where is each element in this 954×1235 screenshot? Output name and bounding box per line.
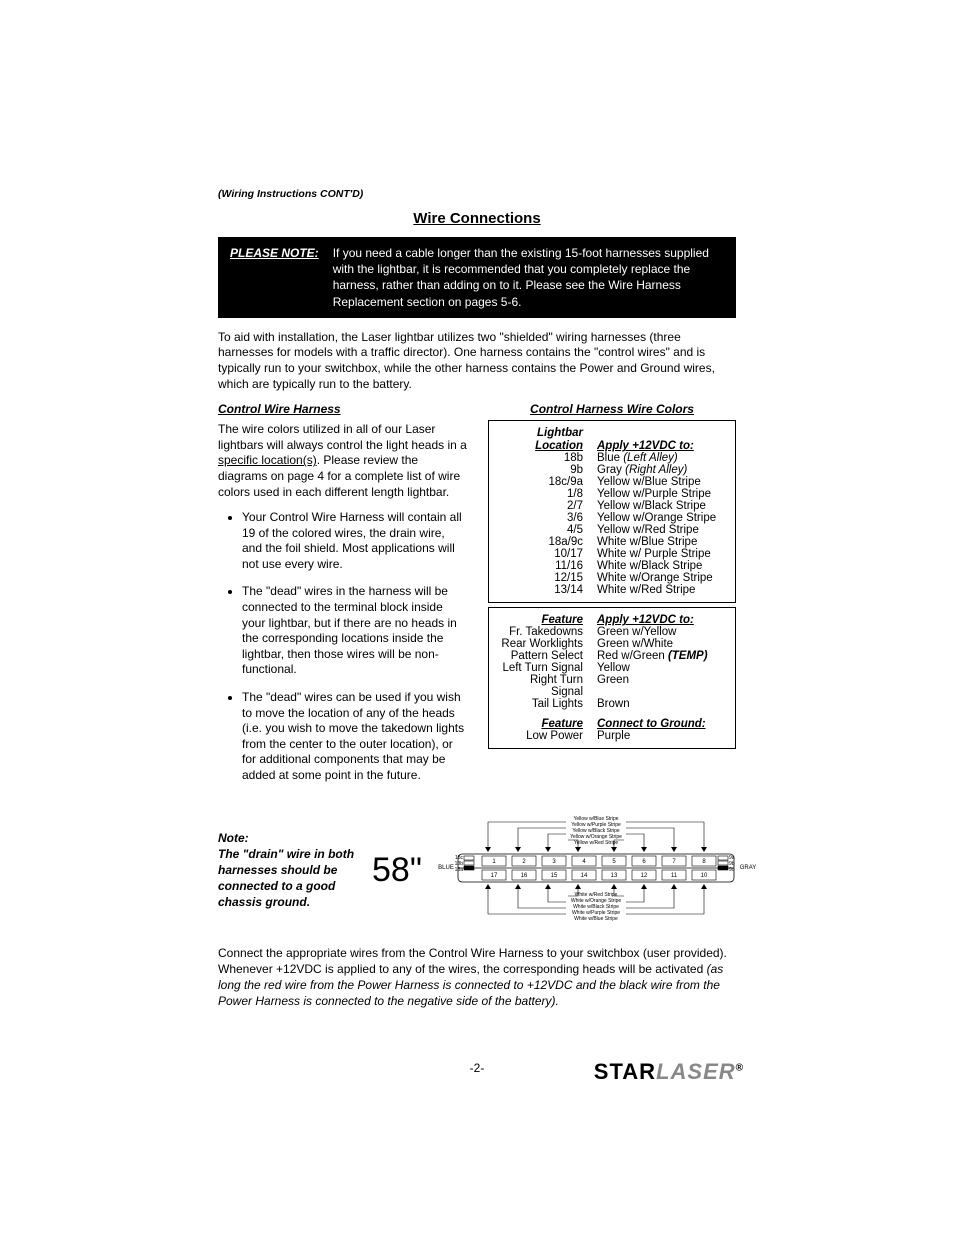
table-row: 4/5Yellow w/Red Stripe <box>497 524 727 536</box>
table-row: 13/14White w/Red Stripe <box>497 584 727 596</box>
svg-text:10: 10 <box>701 873 708 879</box>
wire-colors-heading: Control Harness Wire Colors <box>488 402 736 416</box>
length-label: 58" <box>372 851 422 890</box>
table-row: 12/15White w/Orange Stripe <box>497 572 727 584</box>
table-row: 11/16White w/Black Stripe <box>497 560 727 572</box>
table-row: 10/17White w/ Purple Stripe <box>497 548 727 560</box>
page-number: -2- <box>0 1061 954 1075</box>
page: (Wiring Instructions CONT'D) Wire Connec… <box>218 188 736 1009</box>
svg-text:11: 11 <box>671 873 678 879</box>
table-row: 18bBlue (Left Alley) <box>497 452 727 464</box>
table-row: 9bGray (Right Alley) <box>497 464 727 476</box>
table-row: Rear WorklightsGreen w/White <box>497 638 727 650</box>
note-text: If you need a cable longer than the exis… <box>333 245 724 310</box>
left-column: Control Wire Harness The wire colors uti… <box>218 402 468 795</box>
table-row: 18c/9aYellow w/Blue Stripe <box>497 476 727 488</box>
drain-note: Note:The "drain" wire in both harnesses … <box>218 830 358 911</box>
feature-table: Feature Apply +12VDC to: Fr. TakedownsGr… <box>488 607 736 749</box>
page-title: Wire Connections <box>218 210 736 227</box>
diagram-row: Note:The "drain" wire in both harnesses … <box>218 814 736 927</box>
right-column: Control Harness Wire Colors Lightbar Loc… <box>488 402 736 795</box>
table-row: Pattern SelectRed w/Green (TEMP) <box>497 650 727 662</box>
table-header: Apply +12VDC to: <box>597 614 694 626</box>
svg-text:17: 17 <box>491 873 498 879</box>
svg-text:12: 12 <box>641 873 648 879</box>
table-header: Apply +12VDC to: <box>597 440 694 452</box>
table-row: Left Turn SignalYellow <box>497 662 727 674</box>
table-row: Right Turn SignalGreen <box>497 674 727 698</box>
table-header: Feature <box>541 614 583 626</box>
table-row: 2/7Yellow w/Black Stripe <box>497 500 727 512</box>
table-header: Lightbar Location <box>497 427 597 452</box>
table-row: 3/6Yellow w/Orange Stripe <box>497 512 727 524</box>
continuation-label: (Wiring Instructions CONT'D) <box>218 188 736 200</box>
svg-text:Yellow w/Red Stripe: Yellow w/Red Stripe <box>574 840 619 846</box>
intro-paragraph: To aid with installation, the Laser ligh… <box>218 330 736 392</box>
left-paragraph: The wire colors utilized in all of our L… <box>218 422 468 500</box>
svg-text:16: 16 <box>521 873 528 879</box>
svg-text:GRAY: GRAY <box>740 865 756 871</box>
svg-text:14: 14 <box>581 873 588 879</box>
table-row: 18a/9cWhite w/Blue Stripe <box>497 536 727 548</box>
note-label: PLEASE NOTE: <box>230 245 319 310</box>
table-row: Tail LightsBrown <box>497 698 727 710</box>
control-wire-heading: Control Wire Harness <box>218 402 468 416</box>
table-header: Feature <box>541 718 583 730</box>
list-item: The "dead" wires can be used if you wish… <box>242 690 468 784</box>
table-row: 1/8Yellow w/Purple Stripe <box>497 488 727 500</box>
lightbar-diagram: Yellow w/Blue Stripe Yellow w/Purple Str… <box>436 814 756 927</box>
svg-text:13: 13 <box>611 873 618 879</box>
svg-text:9c: 9c <box>729 867 735 873</box>
list-item: The "dead" wires in the harness will be … <box>242 584 468 678</box>
location-table: Lightbar Location Apply +12VDC to: 18bBl… <box>488 420 736 603</box>
svg-text:White w/Blue Stripe: White w/Blue Stripe <box>574 916 618 922</box>
bottom-paragraph: Connect the appropriate wires from the C… <box>218 945 736 1010</box>
brand-logo: STARLASER® <box>594 1059 744 1085</box>
svg-text:15: 15 <box>551 873 558 879</box>
svg-text:18a: 18a <box>455 867 464 873</box>
list-item: Your Control Wire Harness will contain a… <box>242 510 468 572</box>
table-header: Connect to Ground: <box>597 718 706 730</box>
table-row: Low PowerPurple <box>497 730 727 742</box>
table-row: Fr. TakedownsGreen w/Yellow <box>497 626 727 638</box>
bullet-list: Your Control Wire Harness will contain a… <box>218 510 468 784</box>
svg-text:BLUE: BLUE <box>438 865 454 871</box>
note-box: PLEASE NOTE: If you need a cable longer … <box>218 237 736 318</box>
